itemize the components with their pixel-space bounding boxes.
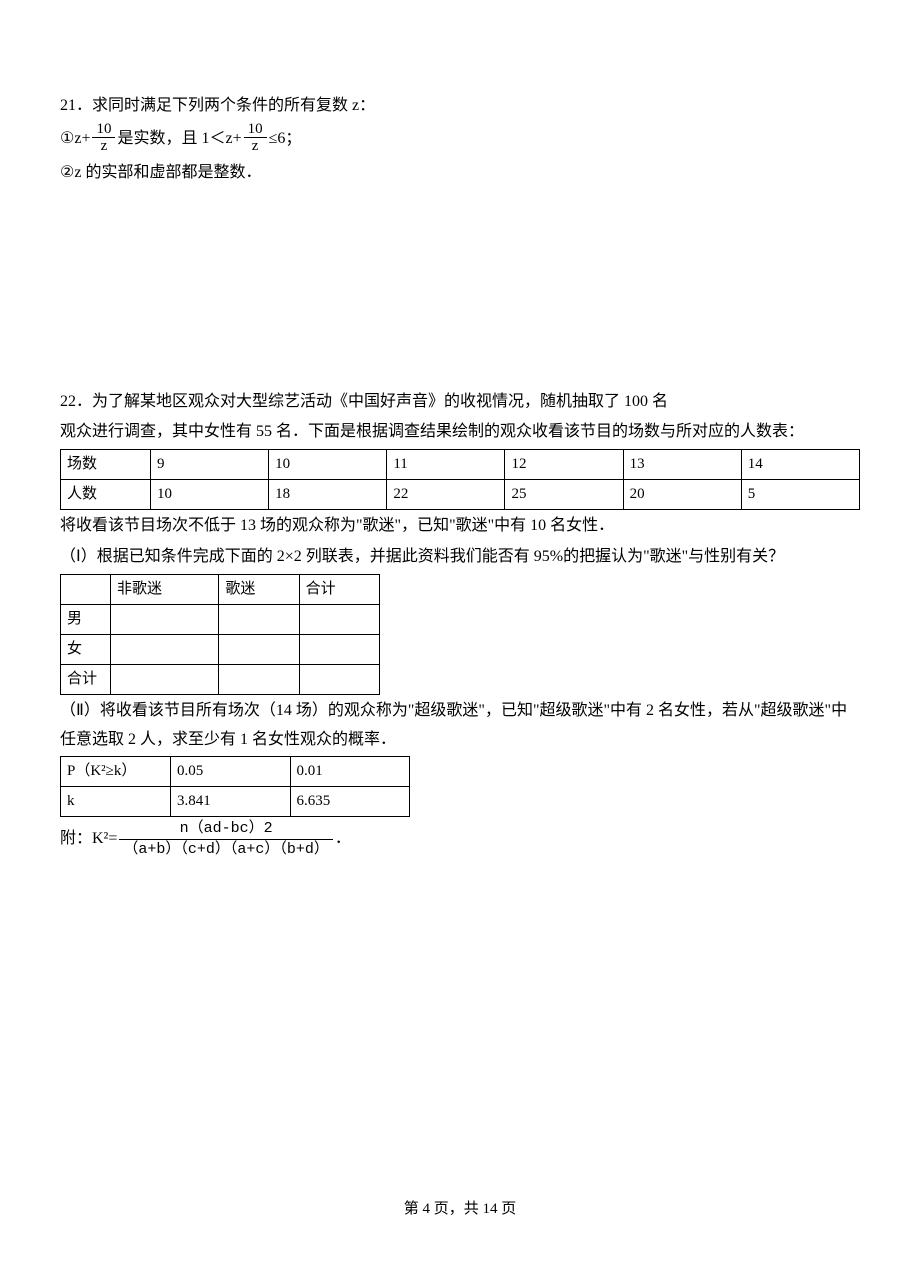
para-after-table1: 将收看该节目场次不低于 13 场的观众称为"歌迷"，已知"歌迷"中有 10 名女… xyxy=(60,512,860,541)
cell xyxy=(111,604,219,634)
table-row: 合计 xyxy=(61,664,380,694)
cell: 10 xyxy=(269,450,387,480)
cell: 0.05 xyxy=(171,757,291,787)
contingency-table: 非歌迷 歌迷 合计 男 女 合计 xyxy=(60,574,380,695)
frac2-num: 10 xyxy=(244,121,267,139)
fraction-2: 10 z xyxy=(244,121,267,155)
k2-num: n（ad-bc）2 xyxy=(119,819,333,840)
cell: 13 xyxy=(623,450,741,480)
cell: 20 xyxy=(623,480,741,510)
cell: 非歌迷 xyxy=(111,574,219,604)
problem-number: 21． xyxy=(60,97,92,114)
problem-22-intro2: 观众进行调查，其中女性有 55 名．下面是根据调查结果绘制的观众收看该节目的场数… xyxy=(60,418,860,447)
condition-1: ①z+ 10 z 是实数，且 1＜z+ 10 z ≤6； xyxy=(60,123,860,157)
cell: 0.01 xyxy=(290,757,410,787)
cell xyxy=(61,574,111,604)
table-row: k 3.841 6.635 xyxy=(61,787,410,817)
page-footer: 第 4 页，共 14 页 xyxy=(0,1196,920,1223)
cell xyxy=(299,604,379,634)
appendix-suffix: ． xyxy=(335,825,351,854)
cell: 11 xyxy=(387,450,505,480)
table-row: P（K²≥k） 0.05 0.01 xyxy=(61,757,410,787)
k2-den: （a+b）（c+d）（a+c）（b+d） xyxy=(119,840,333,860)
cell xyxy=(219,604,299,634)
cell: 10 xyxy=(151,480,269,510)
cell: 6.635 xyxy=(290,787,410,817)
cell: 9 xyxy=(151,450,269,480)
cell: 合计 xyxy=(61,664,111,694)
cond1-suffix: ≤6； xyxy=(269,125,302,154)
frac2-den: z xyxy=(248,138,263,155)
frac1-num: 10 xyxy=(92,121,115,139)
cell xyxy=(299,664,379,694)
cell: 3.841 xyxy=(171,787,291,817)
page-number: 第 4 页，共 14 页 xyxy=(404,1201,517,1217)
table-row: 人数 10 18 22 25 20 5 xyxy=(61,480,860,510)
condition-2: ②z 的实部和虚部都是整数． xyxy=(60,159,860,188)
row-label: 场数 xyxy=(61,450,151,480)
critical-value-table: P（K²≥k） 0.05 0.01 k 3.841 6.635 xyxy=(60,756,410,817)
cell: 25 xyxy=(505,480,623,510)
cell: 男 xyxy=(61,604,111,634)
appendix-prefix: 附：K²= xyxy=(60,825,117,854)
table-row: 男 xyxy=(61,604,380,634)
intro1-text: 为了解某地区观众对大型综艺活动《中国好声音》的收视情况，随机抽取了 100 名 xyxy=(92,393,668,410)
problem-21-title: 21．求同时满足下列两个条件的所有复数 z： xyxy=(60,92,860,121)
problem-number-22: 22． xyxy=(60,393,92,410)
cell: 12 xyxy=(505,450,623,480)
problem-22: 22．为了解某地区观众对大型综艺活动《中国好声音》的收视情况，随机抽取了 100… xyxy=(60,388,860,860)
cell: P（K²≥k） xyxy=(61,757,171,787)
problem-22-intro1: 22．为了解某地区观众对大型综艺活动《中国好声音》的收视情况，随机抽取了 100… xyxy=(60,388,860,417)
cell xyxy=(111,664,219,694)
cell xyxy=(299,634,379,664)
cell xyxy=(111,634,219,664)
k2-fraction: n（ad-bc）2 （a+b）（c+d）（a+c）（b+d） xyxy=(119,819,333,859)
appendix-formula: 附：K²= n（ad-bc）2 （a+b）（c+d）（a+c）（b+d） ． xyxy=(60,819,860,859)
cell: 5 xyxy=(741,480,859,510)
cell: 22 xyxy=(387,480,505,510)
problem-title-text: 求同时满足下列两个条件的所有复数 z： xyxy=(92,97,375,114)
part-2: （Ⅱ）将收看该节目所有场次（14 场）的观众称为"超级歌迷"，已知"超级歌迷"中… xyxy=(60,697,860,755)
cell: 歌迷 xyxy=(219,574,299,604)
cell xyxy=(219,634,299,664)
table-row: 女 xyxy=(61,634,380,664)
problem-21: 21．求同时满足下列两个条件的所有复数 z： ①z+ 10 z 是实数，且 1＜… xyxy=(60,92,860,188)
table-row: 非歌迷 歌迷 合计 xyxy=(61,574,380,604)
cond1-prefix: ①z+ xyxy=(60,125,90,154)
cond1-mid: 是实数，且 1＜z+ xyxy=(117,125,241,154)
frac1-den: z xyxy=(97,138,112,155)
cell xyxy=(219,664,299,694)
cell: 合计 xyxy=(299,574,379,604)
cell: 14 xyxy=(741,450,859,480)
fraction-1: 10 z xyxy=(92,121,115,155)
row-label: 人数 xyxy=(61,480,151,510)
frequency-table: 场数 9 10 11 12 13 14 人数 10 18 22 25 20 5 xyxy=(60,449,860,510)
table-row: 场数 9 10 11 12 13 14 xyxy=(61,450,860,480)
cell: k xyxy=(61,787,171,817)
cell: 女 xyxy=(61,634,111,664)
cell: 18 xyxy=(269,480,387,510)
part-1: （Ⅰ）根据已知条件完成下面的 2×2 列联表，并据此资料我们能否有 95%的把握… xyxy=(60,543,860,572)
